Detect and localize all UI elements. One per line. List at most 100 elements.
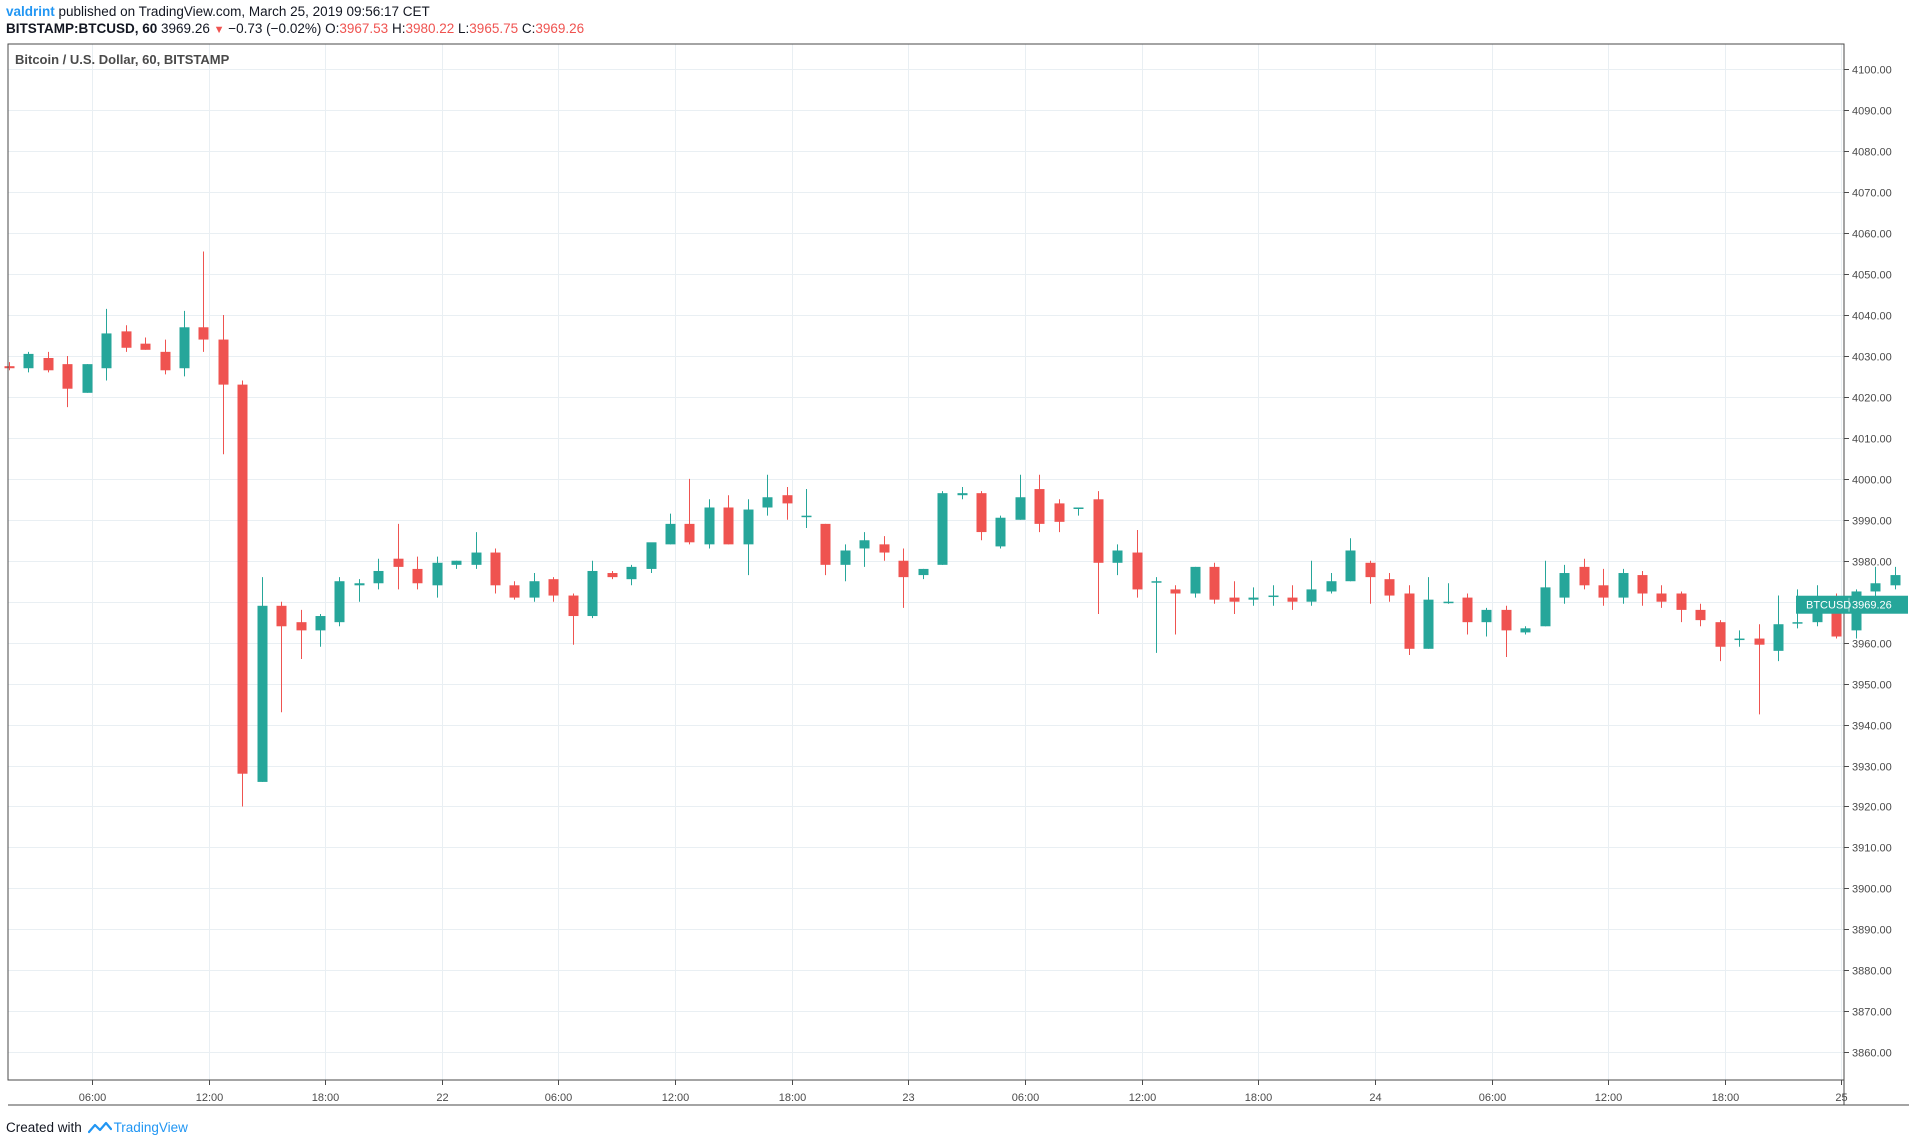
candle-up bbox=[801, 515, 812, 518]
candle-down bbox=[296, 622, 307, 631]
created-with-text: Created with bbox=[6, 1120, 82, 1135]
candle-down bbox=[490, 552, 501, 586]
candle-up bbox=[1773, 624, 1784, 651]
y-tick-label: 3900.00 bbox=[1852, 884, 1892, 896]
candle-up bbox=[315, 616, 326, 631]
candle-up bbox=[373, 570, 384, 584]
candle-up bbox=[937, 493, 948, 565]
candle-up bbox=[957, 493, 968, 496]
candle-down bbox=[723, 507, 734, 545]
candle-up bbox=[646, 542, 657, 569]
x-tick-label: 23 bbox=[902, 1092, 914, 1104]
candle-down bbox=[237, 384, 248, 774]
candle-up bbox=[179, 327, 190, 369]
candle-down bbox=[1034, 489, 1045, 524]
candle-up bbox=[1190, 566, 1201, 594]
candle-down bbox=[198, 327, 209, 340]
candle-up bbox=[1618, 573, 1629, 598]
tradingview-logo-icon bbox=[87, 1121, 112, 1134]
candle-up bbox=[1792, 622, 1803, 624]
low-label: L: bbox=[458, 21, 470, 36]
last-price-value: 3969.26 bbox=[1852, 600, 1892, 612]
x-tick-label: 24 bbox=[1369, 1092, 1381, 1104]
candle-up bbox=[257, 605, 268, 782]
open-value: 3967.53 bbox=[339, 21, 389, 36]
candle-down bbox=[1229, 597, 1240, 602]
published-text: published on TradingView.com, March 25, … bbox=[58, 4, 430, 19]
candle-up bbox=[995, 517, 1006, 547]
candle-up bbox=[1540, 587, 1551, 627]
y-tick-label: 3920.00 bbox=[1852, 802, 1892, 814]
candle-up bbox=[762, 497, 773, 508]
x-tick-label: 18:00 bbox=[1712, 1092, 1740, 1104]
close-value: 3969.26 bbox=[535, 21, 585, 36]
candle-down bbox=[548, 579, 559, 596]
y-tick-label: 3910.00 bbox=[1852, 843, 1892, 855]
candle-up bbox=[1559, 573, 1570, 598]
candle-up bbox=[665, 523, 676, 545]
candle-up bbox=[1345, 550, 1356, 582]
candle-up bbox=[859, 540, 870, 549]
last-price-box bbox=[1796, 595, 1908, 614]
candle-up bbox=[587, 570, 598, 617]
candle-down bbox=[121, 331, 132, 348]
candle-down bbox=[1501, 609, 1512, 631]
price-change: −0.73 (−0.02%) bbox=[228, 21, 322, 36]
author-username[interactable]: valdrint bbox=[6, 4, 55, 19]
candle-down bbox=[898, 560, 909, 578]
candle-down bbox=[1170, 589, 1181, 594]
candle-up bbox=[1870, 583, 1881, 592]
candle-down bbox=[684, 523, 695, 543]
candle-down bbox=[1384, 579, 1395, 596]
x-tick-label: 12:00 bbox=[196, 1092, 224, 1104]
y-tick-label: 4080.00 bbox=[1852, 147, 1892, 159]
candle-up bbox=[1890, 575, 1901, 586]
candle-up bbox=[1151, 581, 1162, 583]
y-tick-label: 4100.00 bbox=[1852, 65, 1892, 77]
tradingview-brand[interactable]: TradingView bbox=[113, 1120, 188, 1135]
x-tick-label: 12:00 bbox=[1129, 1092, 1157, 1104]
y-tick-label: 3860.00 bbox=[1852, 1048, 1892, 1060]
chart-title: Bitcoin / U.S. Dollar, 60, BITSTAMP bbox=[15, 52, 230, 67]
last-price: 3969.26 bbox=[161, 21, 210, 36]
candle-down bbox=[782, 495, 793, 504]
candle-up bbox=[334, 581, 345, 623]
price-axis[interactable]: 3860.00 3870.00 3880.00 3890.00 3900.00 3910.… bbox=[1844, 65, 1892, 1060]
footer: Created with TradingView bbox=[6, 1120, 188, 1135]
ohlc-legend: BITSTAMP:BTCUSD, 60 3969.26 ▼ −0.73 (−0.… bbox=[6, 21, 584, 36]
candle-up bbox=[1073, 507, 1084, 509]
candle-up bbox=[1812, 605, 1823, 623]
candle-down bbox=[879, 544, 890, 553]
candle-up bbox=[1112, 550, 1123, 563]
symbol-label: BITSTAMP:BTCUSD, 60 bbox=[6, 21, 158, 36]
y-tick-label: 3950.00 bbox=[1852, 680, 1892, 692]
high-label: H: bbox=[391, 21, 406, 36]
candle-down bbox=[509, 585, 520, 598]
candle-up bbox=[840, 550, 851, 565]
candle-down bbox=[820, 523, 831, 565]
x-tick-label: 06:00 bbox=[1479, 1092, 1507, 1104]
y-tick-label: 4070.00 bbox=[1852, 188, 1892, 200]
y-tick-label: 3890.00 bbox=[1852, 925, 1892, 937]
y-tick-label: 3980.00 bbox=[1852, 557, 1892, 569]
candlestick-chart[interactable]: 3860.00 3870.00 3880.00 3890.00 3900.00 3910.… bbox=[0, 0, 1909, 1115]
candle-up bbox=[1326, 581, 1337, 592]
candle-up bbox=[1015, 497, 1026, 520]
y-tick-label: 4010.00 bbox=[1852, 434, 1892, 446]
publish-info: valdrint published on TradingView.com, M… bbox=[6, 4, 430, 19]
candle-up bbox=[918, 568, 929, 576]
candle-up bbox=[101, 333, 112, 369]
candle-up bbox=[626, 566, 637, 580]
candle-down bbox=[1579, 566, 1590, 586]
y-tick-label: 4000.00 bbox=[1852, 475, 1892, 487]
time-axis[interactable]: 06:00 12:00 18:00 22 06:00 12:00 18:00 23 06:00 1… bbox=[79, 1080, 1909, 1104]
candle-down bbox=[1404, 593, 1415, 649]
candle-down bbox=[1676, 593, 1687, 610]
candle-down bbox=[160, 351, 171, 371]
candle-up bbox=[1443, 601, 1454, 604]
candle-up bbox=[1268, 595, 1279, 598]
last-price-symbol: BTCUSD bbox=[1806, 600, 1851, 612]
grid-lines bbox=[8, 44, 1844, 1080]
candle-up bbox=[1423, 599, 1434, 649]
candle-down bbox=[1287, 597, 1298, 602]
